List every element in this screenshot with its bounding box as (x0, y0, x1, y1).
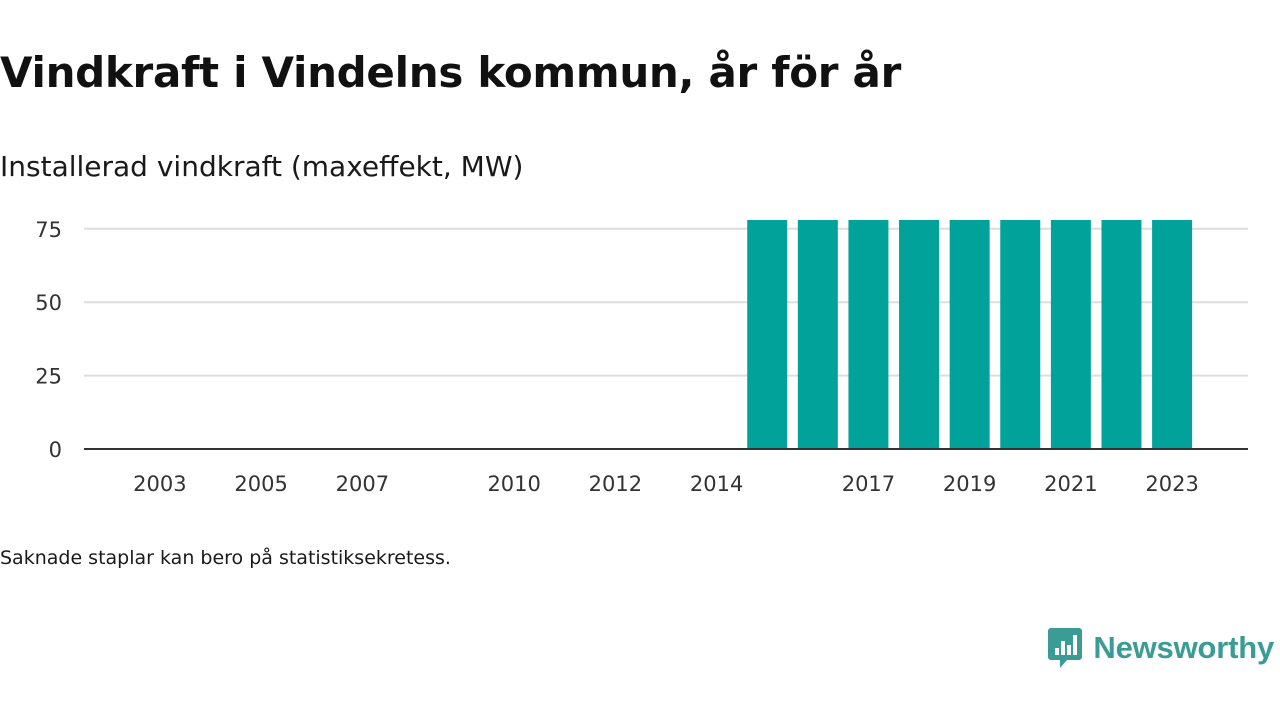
chart-note: Saknade staplar kan bero på statistiksek… (0, 547, 451, 569)
x-tick-label-2007: 2007 (336, 472, 389, 496)
x-tick-label-2019: 2019 (943, 472, 996, 496)
chart-subtitle: Installerad vindkraft (maxeffekt, MW) (0, 150, 524, 183)
x-tick-label-2017: 2017 (842, 472, 895, 496)
y-tick-label-75: 75 (35, 220, 62, 242)
y-tick-label-50: 50 (35, 291, 62, 315)
x-tick-label-2023: 2023 (1145, 472, 1198, 496)
newsworthy-logo[interactable]: Newsworthy (1047, 626, 1274, 670)
bar-2020 (1000, 220, 1041, 449)
bar-2022 (1101, 220, 1142, 449)
newsworthy-logo-icon (1048, 628, 1083, 668)
x-tick-label-2021: 2021 (1044, 472, 1097, 496)
newsworthy-logo-text: Newsworthy (1093, 630, 1274, 665)
bar-2019 (949, 220, 990, 449)
x-tick-label-2003: 2003 (133, 472, 186, 496)
chart-title: Vindkraft i Vindelns kommun, år för år (0, 48, 901, 97)
bar-2023 (1152, 220, 1193, 449)
bar-2018 (899, 220, 940, 449)
bar-2015 (747, 220, 788, 449)
bar-2016 (797, 220, 838, 449)
x-tick-label-2014: 2014 (690, 472, 743, 496)
bar-chart: 0 25 50 75 2003 2005 2007 2010 2012 2014 2017 2019 2… (35, 220, 1248, 496)
x-tick-label-2005: 2005 (234, 472, 287, 496)
y-tick-label-0: 0 (49, 438, 62, 462)
x-tick-label-2010: 2010 (487, 472, 540, 496)
bar-2017 (848, 220, 889, 449)
bar-2021 (1050, 220, 1091, 449)
y-tick-label-25: 25 (35, 365, 62, 389)
x-tick-label-2012: 2012 (589, 472, 642, 496)
